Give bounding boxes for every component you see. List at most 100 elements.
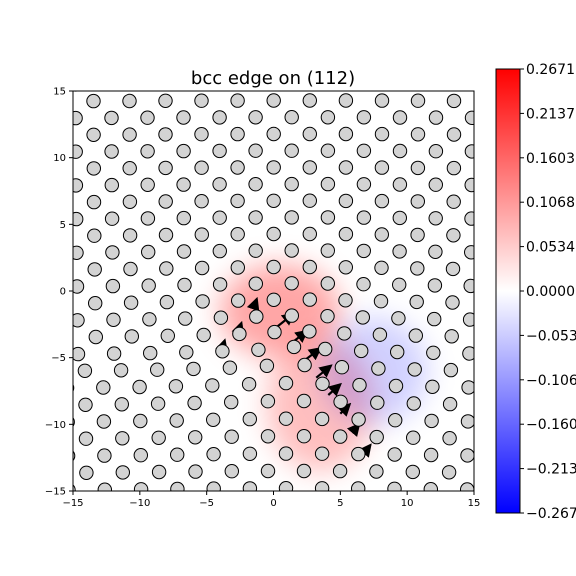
atom bbox=[460, 414, 474, 429]
atom bbox=[141, 244, 156, 260]
atom bbox=[266, 126, 281, 142]
atom bbox=[296, 393, 312, 409]
atom bbox=[481, 330, 494, 343]
atom bbox=[194, 127, 209, 142]
atom bbox=[480, 364, 493, 377]
atom bbox=[284, 143, 299, 158]
atom bbox=[150, 396, 166, 411]
atom bbox=[87, 228, 102, 243]
atom bbox=[73, 144, 83, 159]
atom bbox=[188, 430, 203, 445]
atom bbox=[212, 110, 227, 125]
atom bbox=[266, 93, 281, 108]
atom bbox=[145, 91, 150, 92]
atom bbox=[387, 481, 402, 491]
atom bbox=[73, 383, 75, 393]
atom bbox=[357, 77, 370, 90]
atom bbox=[318, 341, 333, 357]
atom bbox=[314, 481, 330, 491]
x-tick-label: 0 bbox=[270, 498, 276, 509]
atom bbox=[176, 177, 191, 192]
atom bbox=[356, 110, 372, 125]
atom bbox=[434, 91, 438, 92]
colorbar: 0.2671 0.2137 0.1603 0.1068 0.0534 0.0000 −0.0… bbox=[495, 62, 576, 522]
atom bbox=[314, 411, 330, 427]
atom bbox=[278, 446, 294, 461]
atom bbox=[104, 177, 120, 193]
atom bbox=[428, 110, 444, 125]
atom bbox=[354, 343, 369, 359]
atom bbox=[374, 260, 389, 275]
colorbar-ticks: 0.2671 0.2137 0.1603 0.1068 0.0534 0.0000 −0.0… bbox=[520, 62, 576, 522]
atom bbox=[392, 143, 408, 159]
atom bbox=[73, 91, 79, 92]
atom bbox=[159, 294, 175, 310]
atom bbox=[483, 229, 496, 242]
y-tick-label: 0 bbox=[60, 287, 66, 298]
atom bbox=[302, 93, 317, 108]
atom bbox=[248, 143, 263, 158]
atom bbox=[73, 110, 83, 126]
atom bbox=[104, 211, 120, 226]
atom bbox=[124, 329, 140, 344]
atom bbox=[248, 177, 263, 192]
colorbar-tick-label: −0.2671 bbox=[526, 506, 576, 522]
atom bbox=[423, 447, 439, 463]
atom bbox=[196, 327, 211, 343]
x-tick-label: 15 bbox=[468, 498, 481, 509]
colorbar-gradient bbox=[495, 68, 521, 514]
atom bbox=[242, 411, 258, 427]
atom bbox=[469, 91, 474, 92]
atom bbox=[86, 127, 101, 143]
atom bbox=[356, 243, 371, 259]
atom bbox=[194, 93, 209, 108]
atom bbox=[158, 227, 174, 243]
atom bbox=[222, 360, 238, 375]
y-tick-label: −10 bbox=[45, 420, 66, 431]
atom bbox=[212, 210, 227, 225]
atom bbox=[123, 261, 138, 277]
atom bbox=[151, 464, 167, 480]
atom bbox=[392, 244, 407, 259]
x-tick-label: −5 bbox=[199, 498, 214, 509]
atom bbox=[242, 481, 258, 491]
atom bbox=[425, 379, 440, 394]
atom bbox=[302, 193, 317, 208]
atom bbox=[392, 277, 407, 292]
atom bbox=[297, 357, 312, 373]
atom bbox=[428, 244, 443, 260]
atom bbox=[242, 446, 258, 461]
plot-area: −15 −10 −5 0 5 10 15 15 10 5 0 −5 −10 −15 bbox=[45, 77, 496, 513]
atom bbox=[159, 261, 174, 276]
atom bbox=[320, 276, 335, 291]
atom bbox=[320, 143, 336, 158]
atom bbox=[427, 311, 442, 327]
atom bbox=[392, 210, 407, 226]
atom bbox=[97, 448, 112, 463]
atom bbox=[116, 500, 129, 513]
atom bbox=[372, 327, 388, 342]
atom bbox=[194, 160, 209, 175]
atom bbox=[114, 397, 130, 412]
atom bbox=[278, 375, 294, 391]
atom bbox=[460, 448, 474, 463]
atom bbox=[284, 176, 299, 192]
atom bbox=[387, 447, 402, 462]
atom bbox=[88, 329, 104, 345]
atom bbox=[122, 194, 138, 210]
atom bbox=[212, 243, 228, 259]
atom bbox=[284, 308, 299, 323]
atom bbox=[267, 324, 282, 340]
y-tick-label: 15 bbox=[53, 87, 66, 98]
atom bbox=[248, 210, 263, 225]
atom bbox=[176, 110, 191, 125]
atom bbox=[369, 429, 384, 445]
atom bbox=[408, 328, 423, 343]
atom bbox=[409, 294, 424, 310]
atom bbox=[151, 430, 166, 445]
colorbar-tick-label: 0.1068 bbox=[526, 195, 575, 211]
atom bbox=[428, 177, 443, 192]
atom bbox=[248, 276, 264, 291]
atom bbox=[232, 326, 247, 342]
atom bbox=[86, 194, 102, 210]
